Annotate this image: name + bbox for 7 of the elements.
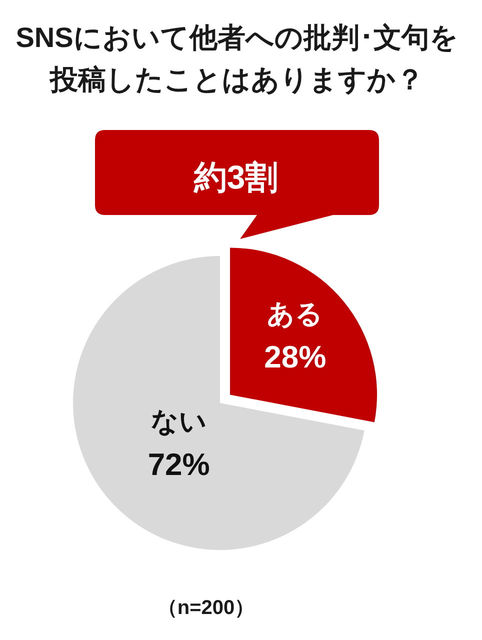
slice-label: ない (150, 406, 207, 437)
data-label: 28% (264, 340, 326, 375)
data-label: 72% (148, 447, 210, 482)
text: （n=200） (157, 597, 255, 619)
chart-title: SNSにおいて他者への批判･文句を投稿したことはありますか？ (14, 21, 460, 97)
slice-label: ある (267, 299, 324, 330)
text: 約3割 (192, 158, 278, 196)
